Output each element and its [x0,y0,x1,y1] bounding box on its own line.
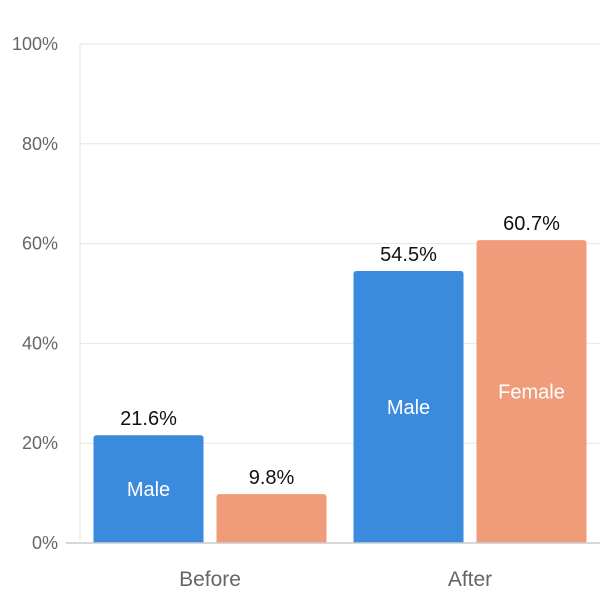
bar-labels: 21.6% Male 9.8% 54.5% Male 60.7% Female [120,213,565,501]
bar-value-label: 9.8% [249,467,295,489]
bar-value-label: 54.5% [380,244,437,266]
x-category-label: After [448,568,492,591]
bars [93,240,587,543]
bar-series-label: Male [387,397,430,419]
x-axis-categories: Before After [179,568,492,591]
y-tick-label: 40% [22,333,58,353]
y-tick-label: 20% [22,433,58,453]
y-tick-label: 0% [32,533,58,553]
bar-value-label: 60.7% [503,213,560,235]
y-tick-label: 80% [22,134,58,154]
bar-female-before [216,494,327,543]
y-axis-ticks: 0% 20% 40% 60% 80% 100% [12,34,58,553]
bar-value-label: 21.6% [120,408,177,430]
bar-male-after [353,271,464,543]
y-tick-label: 100% [12,34,58,54]
bar-female-after [476,240,587,543]
bar-series-label: Male [127,479,170,501]
y-tick-label: 60% [22,234,58,254]
bar-series-label: Female [498,382,565,404]
x-category-label: Before [179,568,241,591]
bar-male-before [93,435,204,543]
